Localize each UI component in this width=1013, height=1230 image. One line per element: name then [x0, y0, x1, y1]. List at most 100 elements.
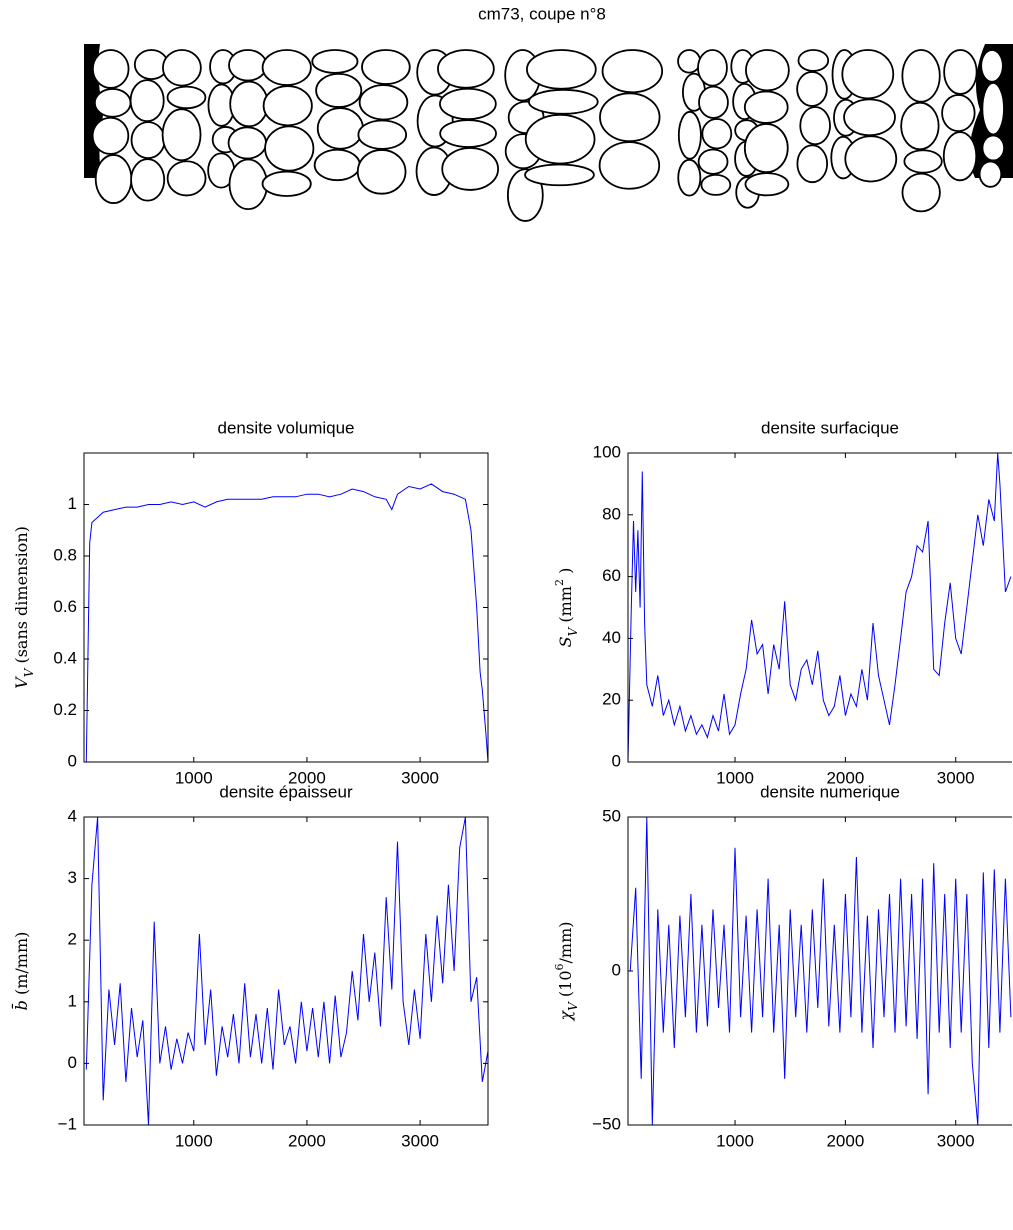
cell [797, 49, 830, 72]
cell [981, 134, 1006, 162]
cell [796, 144, 829, 184]
data-line [628, 453, 1012, 762]
cell [356, 149, 407, 195]
x-tick-label: 2000 [826, 768, 864, 787]
x-tick-label: 3000 [937, 1131, 975, 1150]
cell [261, 170, 312, 197]
x-tick-label: 2000 [288, 768, 326, 787]
x-tick-label: 3000 [401, 768, 439, 787]
y-axis-label-part: χ [556, 1010, 575, 1022]
cell [524, 113, 596, 165]
cell [700, 173, 732, 196]
x-tick-label: 2000 [826, 1131, 864, 1150]
cell [162, 49, 202, 87]
cell [166, 160, 207, 197]
micrograph [84, 44, 1013, 222]
cell [901, 49, 941, 103]
x-tick-label: 1000 [716, 1131, 754, 1150]
cell [599, 92, 661, 143]
y-tick-label: 80 [602, 504, 621, 523]
x-tick-label: 3000 [937, 768, 975, 787]
chart-title: densite volumique [217, 418, 354, 437]
y-tick-label: 100 [593, 442, 621, 461]
cell [942, 131, 978, 182]
y-tick-label: 0.4 [53, 648, 77, 667]
cell [439, 119, 497, 148]
y-tick-label: 0.2 [53, 700, 77, 719]
cell [978, 160, 1003, 188]
y-axis-label-part: V [566, 626, 580, 636]
cell [843, 98, 896, 137]
chart-title: densite numerique [760, 782, 900, 801]
cell [903, 149, 943, 174]
cell [228, 158, 268, 211]
cell [441, 147, 499, 191]
cell [228, 49, 268, 82]
cell [799, 106, 831, 146]
cell [743, 123, 789, 174]
y-tick-label: 0 [612, 751, 621, 770]
cell [524, 163, 595, 187]
cell [526, 49, 597, 90]
y-axis-label-part: (m/mm) [12, 932, 31, 1000]
cell [91, 49, 130, 89]
cell [93, 88, 132, 118]
cell [439, 87, 497, 121]
cell [261, 49, 312, 86]
cell [796, 71, 828, 107]
y-tick-label: 3 [68, 868, 77, 887]
x-tick-label: 1000 [175, 1131, 213, 1150]
y-tick-label: 4 [68, 806, 77, 825]
y-axis-label-part: (mm [556, 586, 575, 628]
y-axis-label-part: 6 [553, 963, 566, 970]
cell [437, 49, 495, 89]
cell [313, 148, 361, 182]
y-axis-label-part: S [556, 636, 575, 647]
cell [943, 49, 978, 95]
y-tick-label: 50 [602, 806, 621, 825]
axes-box [627, 816, 1012, 1126]
x-tick-label: 2000 [288, 1131, 326, 1150]
y-tick-label: 0 [612, 960, 621, 979]
x-tick-label: 1000 [175, 768, 213, 787]
axes-box [83, 816, 489, 1126]
chart-title: densite surfacique [761, 418, 899, 437]
y-tick-label: 0.6 [53, 597, 77, 616]
y-axis-label: b̄ (m/mm) [9, 932, 30, 1011]
cell [358, 84, 409, 121]
cell [527, 88, 599, 115]
cell [697, 49, 728, 87]
y-axis-label-part: b̄ [9, 1000, 30, 1010]
cell [677, 110, 702, 160]
cell [841, 49, 895, 100]
cell [357, 119, 408, 150]
data-line [85, 817, 488, 1125]
cell [91, 116, 130, 155]
y-tick-label: 0.8 [53, 545, 77, 564]
cell [161, 108, 202, 162]
cell [316, 107, 364, 150]
cell [601, 49, 664, 94]
cell [980, 49, 1004, 83]
cell [900, 101, 940, 151]
cell [229, 80, 269, 128]
cell [129, 79, 165, 123]
cell [743, 90, 789, 124]
chart-title: densite épaisseur [219, 782, 353, 801]
cell [701, 118, 733, 150]
y-tick-label: −50 [592, 1114, 621, 1133]
axes-box [627, 452, 1012, 763]
y-tick-label: 0 [68, 751, 77, 770]
y-axis-label-part: (sans dimension) [12, 526, 31, 669]
cell [130, 121, 166, 159]
cell [697, 148, 729, 175]
x-tick-label: 3000 [401, 1131, 439, 1150]
cell [361, 49, 411, 85]
y-axis-label: VV (sans dimension) [12, 526, 36, 689]
y-tick-label: 60 [602, 566, 621, 585]
y-axis-label-part: 2 [553, 579, 566, 586]
y-tick-label: 40 [602, 628, 621, 647]
cell [94, 154, 133, 204]
cell [744, 172, 790, 197]
